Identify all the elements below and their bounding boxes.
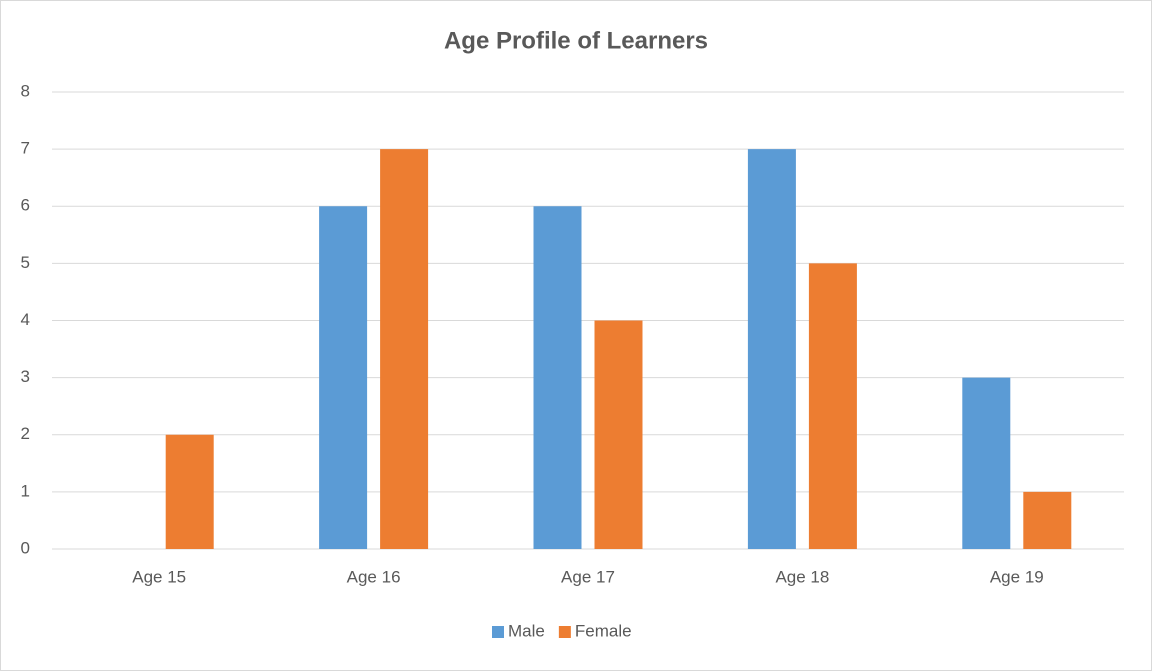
chart-title: Age Profile of Learners xyxy=(444,27,708,54)
x-tick-label: Age 16 xyxy=(347,567,401,586)
y-tick-label: 0 xyxy=(21,538,30,557)
x-tick-label: Age 18 xyxy=(775,567,829,586)
bar xyxy=(594,320,643,549)
legend-swatch xyxy=(492,626,504,638)
y-tick-label: 4 xyxy=(21,310,30,329)
y-tick-label: 6 xyxy=(21,196,30,215)
y-tick-label: 5 xyxy=(21,253,30,272)
bar xyxy=(319,206,368,549)
bar xyxy=(747,149,796,549)
y-tick-label: 1 xyxy=(21,481,30,500)
y-tick-label: 8 xyxy=(21,81,30,100)
bar xyxy=(165,434,214,549)
y-tick-label: 2 xyxy=(21,424,30,443)
bar xyxy=(380,149,429,549)
bar xyxy=(533,206,582,549)
y-tick-label: 3 xyxy=(21,367,30,386)
x-tick-label: Age 15 xyxy=(132,567,186,586)
x-tick-label: Age 17 xyxy=(561,567,615,586)
legend-label: Female xyxy=(575,621,632,640)
legend-label: Male xyxy=(508,621,545,640)
y-tick-label: 7 xyxy=(21,139,30,158)
legend-swatch xyxy=(558,626,571,638)
bar xyxy=(808,263,857,549)
bar xyxy=(1023,491,1072,549)
bar xyxy=(962,377,1011,549)
x-tick-label: Age 19 xyxy=(990,567,1044,586)
